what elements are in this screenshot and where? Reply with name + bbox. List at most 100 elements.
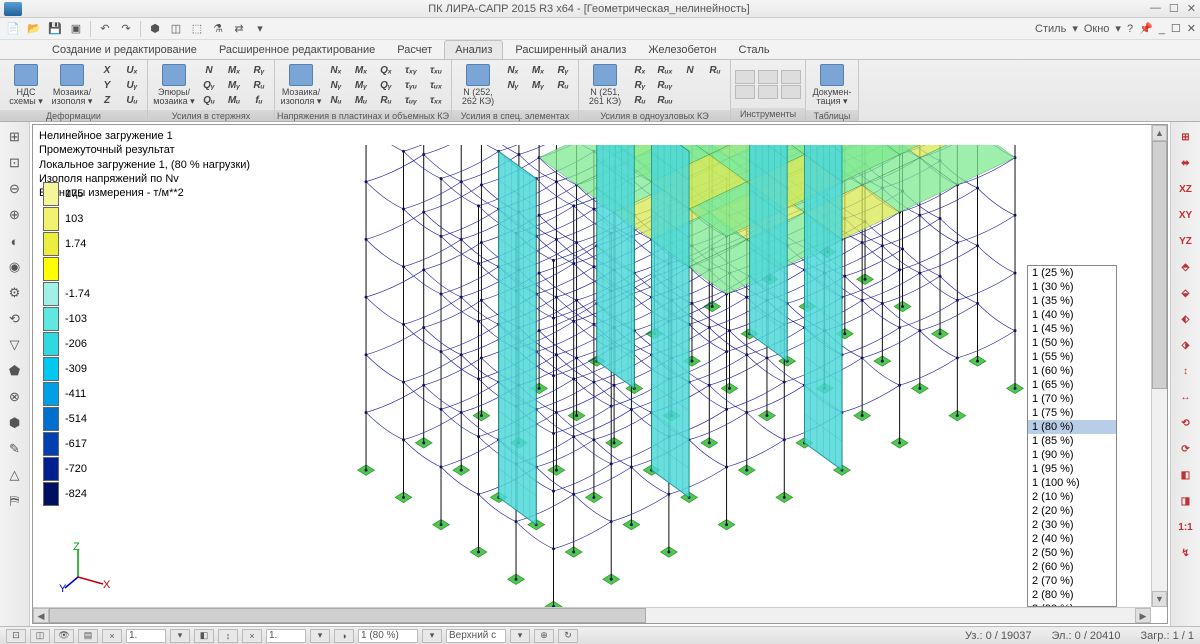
menu-tab-6[interactable]: Сталь: [729, 41, 780, 59]
right-tool-9[interactable]: ↕: [1175, 360, 1197, 382]
sb-scale1[interactable]: 1.: [126, 629, 166, 643]
dropdown-option[interactable]: 2 (10 %): [1028, 490, 1116, 504]
right-tool-6[interactable]: ⬙: [1175, 282, 1197, 304]
qat-open-icon[interactable]: 📂: [25, 20, 43, 38]
dropdown-option[interactable]: 2 (80 %): [1028, 588, 1116, 602]
sb-icon-3[interactable]: 👁: [54, 629, 74, 643]
hscrollbar[interactable]: ◀▶: [33, 607, 1151, 623]
ribbon-toolico-5-0-2[interactable]: [781, 70, 801, 84]
qat-new-icon[interactable]: 📄: [4, 20, 22, 38]
qat-cube-icon[interactable]: ⬚: [188, 20, 206, 38]
dropdown-option[interactable]: 2 (60 %): [1028, 560, 1116, 574]
menu-tab-2[interactable]: Расчет: [387, 41, 442, 59]
ribbon-mini-1-0-1[interactable]: Mₓ: [223, 63, 245, 77]
qat-save-icon[interactable]: 💾: [46, 20, 64, 38]
ribbon-toolico-5-0-0[interactable]: [735, 70, 755, 84]
right-tool-15[interactable]: 1:1: [1175, 516, 1197, 538]
right-tool-7[interactable]: ⬖: [1175, 308, 1197, 330]
qat-undo-icon[interactable]: ↶: [96, 20, 114, 38]
dropdown-option[interactable]: 2 (50 %): [1028, 546, 1116, 560]
ribbon-mini-4-1-1[interactable]: Rᵤᵧ: [654, 78, 676, 92]
right-tool-10[interactable]: ↔: [1175, 386, 1197, 408]
ribbon-mini-1-2-0[interactable]: Qᵤ: [198, 93, 220, 107]
ribbon-mini-4-1-3[interactable]: [704, 78, 726, 92]
ribbon-mini-1-1-0[interactable]: Qᵧ: [198, 78, 220, 92]
left-tool-5[interactable]: ◉: [4, 256, 26, 278]
menu-tab-1[interactable]: Расширенное редактирование: [209, 41, 385, 59]
ribbon-mini-2-0-4[interactable]: τₓᵤ: [425, 63, 447, 77]
load-step-dropdown[interactable]: 1 (25 %)1 (30 %)1 (35 %)1 (40 %)1 (45 %)…: [1027, 265, 1117, 607]
ribbon-bigbtn-6-0[interactable]: Докумен-тация ▾: [810, 62, 854, 108]
ribbon-mini-2-0-1[interactable]: Mₓ: [350, 63, 372, 77]
qat-saveall-icon[interactable]: ▣: [67, 20, 85, 38]
ribbon-mini-4-0-1[interactable]: Rᵤₓ: [654, 63, 676, 77]
dropdown-option[interactable]: 1 (50 %): [1028, 336, 1116, 350]
dropdown-option[interactable]: 1 (80 %): [1028, 420, 1116, 434]
qat-filter-icon[interactable]: ⚗: [209, 20, 227, 38]
ribbon-mini-1-1-2[interactable]: Rᵤ: [248, 78, 270, 92]
ribbon-bigbtn-3-0[interactable]: N (252,262 КЭ): [456, 62, 500, 108]
minimize-button[interactable]: —: [1150, 2, 1161, 15]
dropdown-option[interactable]: 1 (90 %): [1028, 448, 1116, 462]
dropdown-option[interactable]: 2 (40 %): [1028, 532, 1116, 546]
ribbon-mini-4-2-0[interactable]: Rᵤ: [629, 93, 651, 107]
ribbon-bigbtn-4-0[interactable]: N (251,261 КЭ): [583, 62, 627, 108]
ribbon-mini-2-1-0[interactable]: Nᵧ: [325, 78, 347, 92]
ribbon-mini-2-1-4[interactable]: τᵤₓ: [425, 78, 447, 92]
ribbon-mini-3-1-1[interactable]: Mᵧ: [527, 78, 549, 92]
ribbon-toolico-5-1-2[interactable]: [781, 85, 801, 99]
dropdown-option[interactable]: 1 (35 %): [1028, 294, 1116, 308]
sb-icon-6[interactable]: ↕: [218, 629, 238, 643]
sb-scale-down[interactable]: ×: [102, 629, 122, 643]
left-tool-2[interactable]: ⊖: [4, 178, 26, 200]
qat-redo-icon[interactable]: ↷: [117, 20, 135, 38]
style-menu[interactable]: Стиль: [1035, 23, 1066, 35]
ribbon-mini-2-2-0[interactable]: Nᵤ: [325, 93, 347, 107]
right-tool-8[interactable]: ⬗: [1175, 334, 1197, 356]
qat-drop-icon[interactable]: ▾: [251, 20, 269, 38]
ribbon-bigbtn-1-0[interactable]: Эпюры/мозаика ▾: [152, 62, 196, 108]
dropdown-option[interactable]: 1 (75 %): [1028, 406, 1116, 420]
right-tool-14[interactable]: ◨: [1175, 490, 1197, 512]
right-tool-3[interactable]: XY: [1175, 204, 1197, 226]
ribbon-mini-0-1-0[interactable]: Y: [96, 78, 118, 92]
ribbon-toolico-5-1-1[interactable]: [758, 85, 778, 99]
right-tool-0[interactable]: ⊞: [1175, 126, 1197, 148]
ribbon-mini-0-2-0[interactable]: Z: [96, 93, 118, 107]
sb-icon-7[interactable]: ◑: [334, 629, 354, 643]
right-tool-2[interactable]: XZ: [1175, 178, 1197, 200]
ribbon-toolico-5-0-1[interactable]: [758, 70, 778, 84]
dropdown-option[interactable]: 2 (20 %): [1028, 504, 1116, 518]
left-tool-0[interactable]: ⊞: [4, 126, 26, 148]
ribbon-mini-4-2-2[interactable]: [679, 93, 701, 107]
sb-icon-5[interactable]: ◧: [194, 629, 214, 643]
dropdown-option[interactable]: 1 (30 %): [1028, 280, 1116, 294]
right-tool-4[interactable]: YZ: [1175, 230, 1197, 252]
help-icon[interactable]: ?: [1127, 23, 1133, 35]
ribbon-mini-1-2-1[interactable]: Mᵤ: [223, 93, 245, 107]
dropdown-option[interactable]: 1 (95 %): [1028, 462, 1116, 476]
dropdown-option[interactable]: 1 (70 %): [1028, 392, 1116, 406]
ribbon-mini-4-0-0[interactable]: Rₓ: [629, 63, 651, 77]
ribbon-mini-0-2-1[interactable]: Uᵤ: [121, 93, 143, 107]
ribbon-mini-1-0-2[interactable]: Rᵧ: [248, 63, 270, 77]
ribbon-mini-4-1-0[interactable]: Rᵧ: [629, 78, 651, 92]
sb-icon-2[interactable]: ◫: [30, 629, 50, 643]
right-tool-13[interactable]: ◧: [1175, 464, 1197, 486]
win-min[interactable]: _: [1159, 23, 1165, 35]
left-tool-4[interactable]: ◐: [4, 230, 26, 252]
ribbon-mini-4-0-2[interactable]: N: [679, 63, 701, 77]
qat-3d-icon[interactable]: ⬢: [146, 20, 164, 38]
ribbon-mini-3-0-2[interactable]: Rᵧ: [552, 63, 574, 77]
ribbon-mini-2-2-1[interactable]: Mᵤ: [350, 93, 372, 107]
ribbon-mini-3-1-0[interactable]: Nᵧ: [502, 78, 524, 92]
ribbon-mini-3-0-1[interactable]: Mₓ: [527, 63, 549, 77]
left-tool-13[interactable]: △: [4, 464, 26, 486]
ribbon-mini-2-0-3[interactable]: τₓᵧ: [400, 63, 422, 77]
ribbon-mini-4-2-1[interactable]: Rᵤᵤ: [654, 93, 676, 107]
ribbon-mini-4-1-2[interactable]: [679, 78, 701, 92]
ribbon-mini-4-0-3[interactable]: Rᵤ: [704, 63, 726, 77]
left-tool-11[interactable]: ⬢: [4, 412, 26, 434]
menu-tab-0[interactable]: Создание и редактирование: [42, 41, 207, 59]
sb-icon-1[interactable]: ⊡: [6, 629, 26, 643]
